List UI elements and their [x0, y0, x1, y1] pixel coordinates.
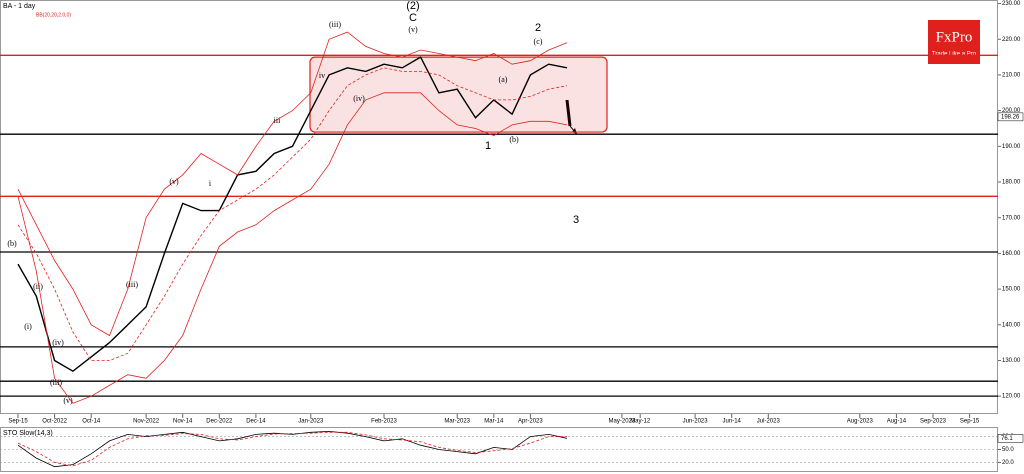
wave-label: (iv) [353, 94, 365, 103]
x-tick-label: Mar-14 [484, 419, 504, 425]
y-tick-label: 50.0 [1002, 447, 1014, 453]
wave-label: (2) [406, 0, 419, 12]
logo-tagline: Trade Like a Pro [932, 52, 977, 58]
wave-label: (b) [7, 239, 17, 248]
x-tick-label: May-12 [630, 419, 651, 425]
sto-title: STO Slow(14,3) [3, 430, 53, 437]
y-tick-label: 170.00 [1002, 215, 1021, 221]
wave-label: (iii) [329, 20, 341, 29]
x-tick-label: Aug-14 [887, 419, 907, 425]
last-value-label: 76.1 [1001, 436, 1013, 442]
x-tick-label: Sep-15 [960, 419, 980, 425]
y-tick-label: 220.00 [1002, 37, 1021, 43]
y-tick-label: 180.00 [1002, 180, 1021, 186]
sto-frame [0, 427, 998, 472]
y-tick-label: 20.0 [1002, 460, 1014, 466]
price-marker-label: 198.26 [1001, 114, 1020, 120]
y-tick-label: 190.00 [1002, 144, 1021, 150]
x-tick-label: Nov-2022 [133, 419, 160, 425]
logo-brand: FxPro [936, 29, 973, 45]
y-tick-label: 210.00 [1002, 73, 1021, 79]
x-tick-label: Mar-2023 [444, 419, 470, 425]
x-tick-label: Jul-2023 [757, 419, 781, 425]
x-tick-label: Sep-2023 [920, 419, 947, 425]
wave-label: (v) [169, 177, 179, 186]
wave-label: 3 [573, 214, 579, 226]
series-line [17, 67, 568, 361]
wave-label: (iv) [52, 338, 64, 347]
series-line [17, 31, 568, 337]
wave-label: (a) [499, 75, 508, 84]
y-tick-label: 230.00 [1002, 1, 1021, 7]
x-tick-label: Oct-2022 [42, 419, 67, 425]
price-marker [997, 112, 1024, 122]
series-line [17, 431, 567, 467]
x-tick-label: Jun-2023 [683, 419, 709, 425]
main-frame [0, 0, 998, 414]
wave-label: (v) [408, 25, 418, 34]
x-tick-label: Dec-2022 [206, 419, 233, 425]
wave-label: iii [274, 116, 281, 125]
series-line [17, 430, 568, 468]
series-line [17, 56, 568, 373]
x-tick-label: May-2023 [609, 419, 636, 425]
wave-label: iv [319, 71, 325, 80]
wave-label: (c) [534, 37, 543, 46]
x-tick-label: Sep-15 [8, 419, 28, 425]
x-tick-label: Dec-14 [246, 419, 266, 425]
wave-label: (b) [509, 135, 519, 144]
wave-label: 2 [535, 22, 541, 34]
chart-title: BA - 1 day [3, 3, 36, 10]
x-tick-label: Jun-14 [723, 419, 742, 425]
x-tick-label: Oct-14 [82, 419, 101, 425]
y-tick-label: 140.00 [1002, 322, 1021, 328]
indicator-label: BB(20,20,2.0,0) [36, 12, 71, 18]
y-tick-label: 120.00 [1002, 394, 1021, 400]
y-tick-label: 200.00 [1002, 108, 1021, 114]
y-tick-label: 130.00 [1002, 358, 1021, 364]
wave-label: (i) [24, 322, 32, 331]
wave-label: 1 [485, 140, 491, 152]
x-tick-label: Feb-2023 [371, 419, 397, 425]
wave-label: C [409, 12, 417, 24]
series-line [17, 92, 568, 404]
wave-label: i [209, 179, 212, 188]
wave-label: (ii) [33, 282, 43, 291]
y-tick-label: 160.00 [1002, 251, 1021, 257]
wave-label: (iii) [50, 378, 62, 387]
x-tick-label: Apr-2023 [518, 419, 543, 425]
x-tick-label: Jan-2023 [298, 419, 324, 425]
x-tick-label: Nov-14 [173, 419, 193, 425]
logo-box [928, 20, 980, 64]
x-tick-label: Aug-2023 [847, 419, 874, 425]
wave-label: (v) [63, 396, 73, 405]
y-tick-label: 150.00 [1002, 287, 1021, 293]
last-value-marker [997, 434, 1024, 443]
wave-label: (iii) [126, 280, 138, 289]
